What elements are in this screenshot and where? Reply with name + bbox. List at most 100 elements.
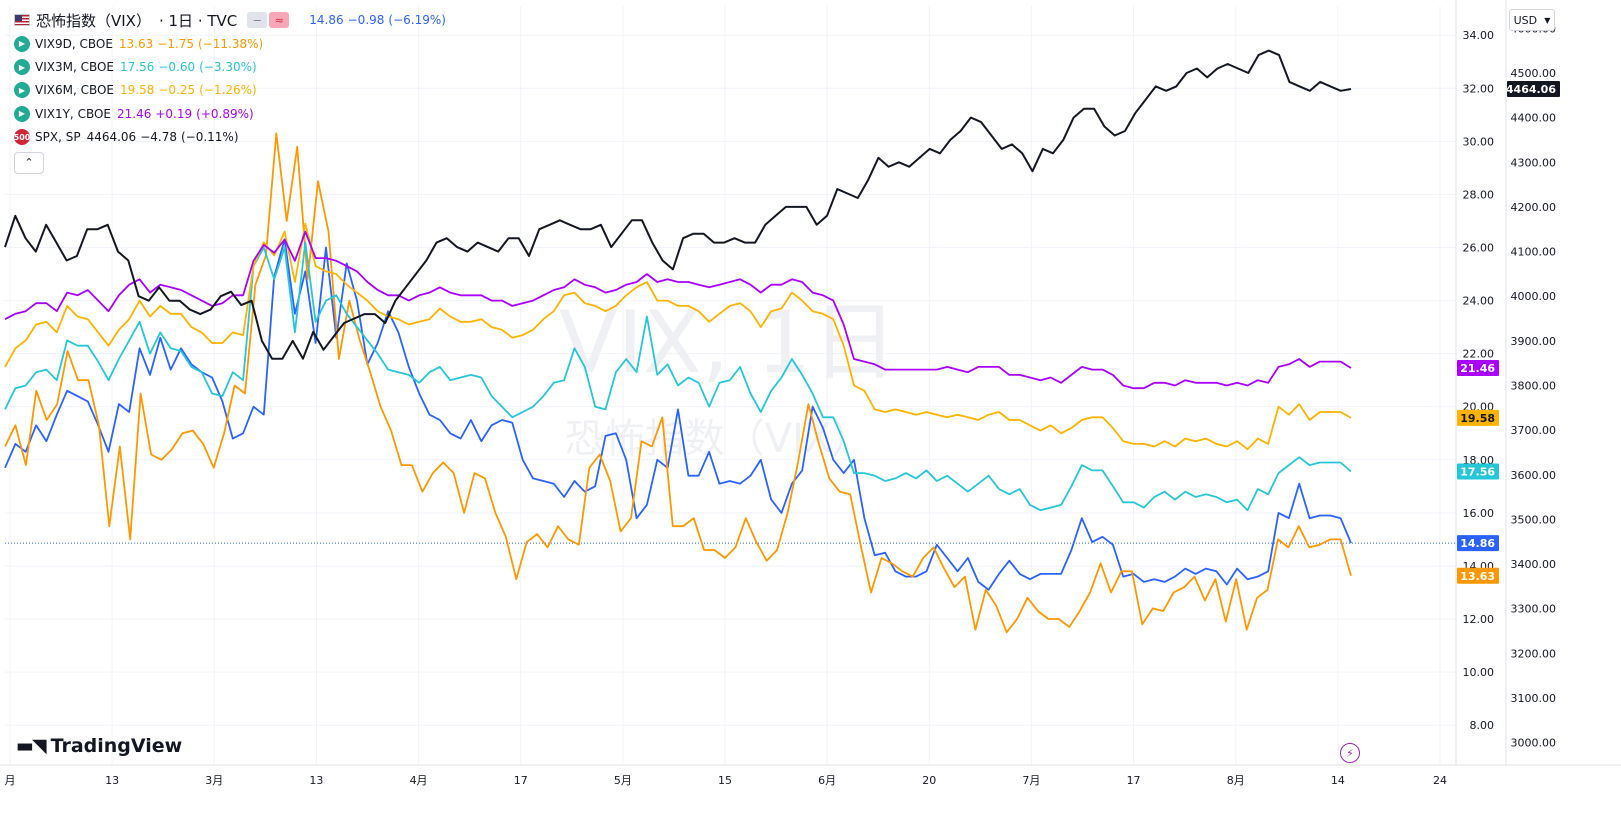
x-tick-label: 24 xyxy=(1433,774,1447,787)
minus-icon[interactable]: − xyxy=(247,12,268,28)
y-tick-label-right: 3000.00 xyxy=(1511,737,1557,750)
y-tick-label-right: 3300.00 xyxy=(1511,603,1557,616)
last-value-label: 19.58 xyxy=(1457,409,1499,426)
play-icon: ▶ xyxy=(14,59,30,76)
last-value-badge xyxy=(1457,463,1499,480)
y-tick-label-right: 3100.00 xyxy=(1511,692,1557,705)
x-tick-label: 17 xyxy=(1127,774,1141,787)
y-tick-label-left: 16.00 xyxy=(1463,507,1495,520)
last-value-text: 19.58 xyxy=(1460,412,1495,425)
main-change: −0.98 xyxy=(347,13,385,27)
y-tick-label-right: 4000.00 xyxy=(1511,290,1557,303)
x-tick-label: 4月 xyxy=(410,774,428,787)
y-tick-label-right: 4400.00 xyxy=(1511,112,1557,125)
last-value-text: 4464.06 xyxy=(1506,83,1556,96)
play-icon: ▶ xyxy=(14,82,30,99)
legend-item[interactable]: ▶ VIX9D, CBOE 13.63 −1.75 (−11.38%) xyxy=(14,32,450,55)
series-line-spx xyxy=(4,49,1352,360)
legend-item[interactable]: 500 SPX, SP 4464.06 −4.78 (−0.11%) xyxy=(14,126,450,149)
series-line-vix6m xyxy=(4,222,1352,451)
y-tick-label-left: 32.00 xyxy=(1463,82,1495,95)
legend-change-pct: (−0.11%) xyxy=(180,130,239,145)
compare-icon[interactable]: ≈ xyxy=(269,12,290,28)
legend-change: −4.78 xyxy=(140,130,177,145)
collapse-legend-button[interactable]: ⌃ xyxy=(14,151,44,174)
watermark-name: 恐怖指数（VIX） xyxy=(565,416,872,462)
y-tick-label-right: 3900.00 xyxy=(1511,335,1557,348)
currency-selector[interactable]: USD ▼ xyxy=(1509,9,1555,31)
last-value-text: 21.46 xyxy=(1460,362,1495,375)
last-value-label: 4464.06 xyxy=(1506,81,1560,98)
x-tick-label: 8月 xyxy=(1227,774,1245,787)
y-tick-label-right: 4200.00 xyxy=(1511,201,1557,214)
y-tick-label-right: 3200.00 xyxy=(1511,647,1557,660)
y-tick-label-left: 24.00 xyxy=(1463,295,1495,308)
last-value-text: 14.86 xyxy=(1460,537,1495,550)
legend-symbol: VIX9D, CBOE xyxy=(35,36,113,51)
series-line-vix9d xyxy=(4,132,1352,634)
currency-label: USD xyxy=(1513,13,1538,27)
x-tick-label: 月 xyxy=(5,774,16,787)
legend-value: 21.46 xyxy=(117,106,152,121)
y-tick-label-right: 3400.00 xyxy=(1511,558,1557,571)
y-tick-label-right: 3700.00 xyxy=(1511,424,1557,437)
last-value-text: 13.63 xyxy=(1460,570,1495,583)
x-tick-label: 13 xyxy=(309,774,323,787)
legend-value: 4464.06 xyxy=(86,130,137,145)
y-tick-label-left: 22.00 xyxy=(1463,348,1495,361)
series-line-vix1y xyxy=(4,230,1352,390)
y-tick-label-left: 34.00 xyxy=(1463,29,1495,42)
legend-value: 13.63 xyxy=(118,36,154,51)
legend-change: −0.25 xyxy=(158,83,196,98)
last-value-badge xyxy=(1457,535,1499,552)
x-tick-label: 3月 xyxy=(205,774,223,787)
legend-item[interactable]: ▶ VIX6M, CBOE 19.58 −0.25 (−1.26%) xyxy=(14,79,450,102)
y-tick-label-right: 4100.00 xyxy=(1511,246,1557,259)
play-icon: ▶ xyxy=(14,105,30,122)
x-tick-label: 6月 xyxy=(818,774,836,787)
legend-change: +0.19 xyxy=(155,106,193,121)
y-tick-label-left: 28.00 xyxy=(1463,188,1495,201)
play-icon: ▶ xyxy=(14,35,30,52)
y-tick-label-left: 26.00 xyxy=(1463,242,1495,255)
legend-value: 19.58 xyxy=(120,83,155,98)
y-tick-label-left: 30.00 xyxy=(1463,135,1495,148)
y-tick-label-right: 3800.00 xyxy=(1511,380,1557,393)
y-tick-label-left: 12.00 xyxy=(1463,613,1495,626)
y-tick-label-right: 4500.00 xyxy=(1511,67,1557,80)
legend: 恐怖指数（VIX） · 1日 · TVC − ≈ 14.86 −0.98 (−6… xyxy=(14,8,450,174)
main-value: 14.86 xyxy=(309,13,344,27)
tradingview-logo[interactable]: ▬◥ TradingView xyxy=(16,735,182,757)
legend-item[interactable]: ▶ VIX3M, CBOE 17.56 −0.60 (−3.30%) xyxy=(14,55,450,78)
us-flag-icon xyxy=(14,14,30,26)
last-value-badge xyxy=(1457,359,1499,376)
last-value-text: 17.56 xyxy=(1460,465,1495,478)
legend-value: 17.56 xyxy=(120,60,155,75)
legend-title-row: 恐怖指数（VIX） · 1日 · TVC − ≈ 14.86 −0.98 (−6… xyxy=(14,8,450,32)
symbol-title: 恐怖指数（VIX） xyxy=(36,11,151,30)
last-value-label: 17.56 xyxy=(1457,463,1499,480)
x-tick-label: 14 xyxy=(1331,774,1345,787)
interval-label: · 1日 · TVC xyxy=(158,11,238,30)
last-value-label: 14.86 xyxy=(1457,535,1499,552)
legend-item[interactable]: ▶ VIX1Y, CBOE 21.46 +0.19 (+0.89%) xyxy=(14,102,450,125)
x-tick-label: 7月 xyxy=(1022,774,1040,787)
y-tick-label-right: 3500.00 xyxy=(1511,513,1557,526)
last-value-badge xyxy=(1457,567,1499,584)
legend-change: −1.75 xyxy=(157,36,195,51)
y-tick-label-right: 4300.00 xyxy=(1511,156,1557,169)
legend-symbol: VIX6M, CBOE xyxy=(35,83,115,98)
legend-change-pct: (−1.26%) xyxy=(199,83,257,98)
y-tick-label-left: 10.00 xyxy=(1463,666,1495,679)
tradingview-wordmark: TradingView xyxy=(50,735,183,757)
x-tick-label: 20 xyxy=(922,774,936,787)
main-change-pct: (−6.19%) xyxy=(388,13,446,27)
lightning-icon[interactable]: ⚡ xyxy=(1340,743,1360,763)
last-value-badge xyxy=(1507,81,1560,98)
legend-symbol: VIX3M, CBOE xyxy=(35,60,115,75)
y-tick-label-right: 3600.00 xyxy=(1511,469,1557,482)
y-tick-label-left: 8.00 xyxy=(1470,719,1495,732)
chevron-up-icon: ⌃ xyxy=(24,156,34,170)
